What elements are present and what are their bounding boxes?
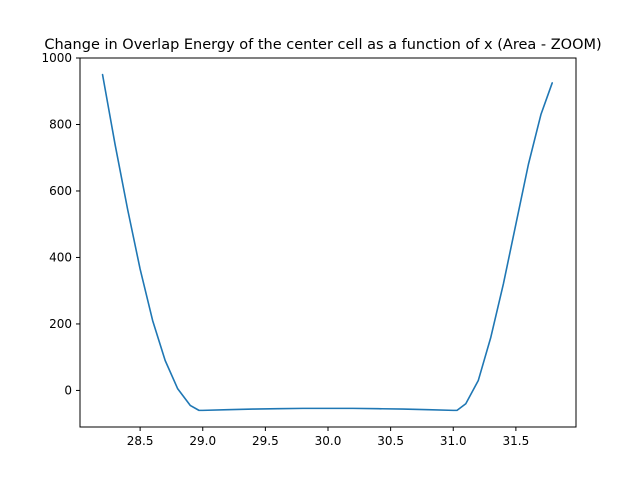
x-tick-label: 28.5 [127, 434, 154, 448]
axes-frame [79, 57, 577, 428]
x-tick-label: 31.5 [503, 434, 530, 448]
y-tick-label: 1000 [41, 51, 72, 65]
series-line-0 [101, 73, 554, 412]
y-tick-label: 200 [49, 317, 72, 331]
x-tick-label: 29.5 [252, 434, 279, 448]
axis-ticks: 28.5 29.0 29.5 30.0 30.5 31.0 31.5 0 200 400 600 80… [41, 51, 529, 448]
x-tick-label: 30.0 [315, 434, 342, 448]
x-tick-label: 29.0 [189, 434, 216, 448]
x-tick-label: 31.0 [440, 434, 467, 448]
chart-title: Change in Overlap Energy of the center c… [44, 37, 601, 53]
x-tick-label: 30.5 [377, 434, 404, 448]
y-tick-label: 800 [49, 117, 72, 131]
y-tick-label: 0 [64, 383, 72, 397]
y-tick-label: 600 [49, 184, 72, 198]
y-tick-label: 400 [49, 250, 72, 264]
plot-area [101, 73, 554, 412]
